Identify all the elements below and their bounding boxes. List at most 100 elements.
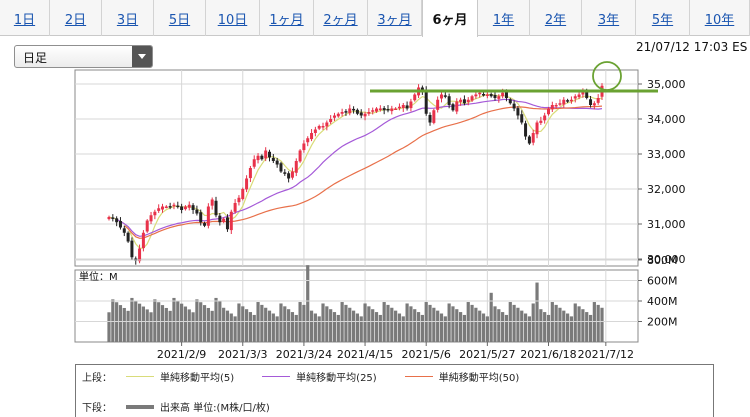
- interval-select[interactable]: 日足: [14, 45, 153, 68]
- candle-body: [168, 206, 172, 208]
- volume-bar: [394, 310, 398, 342]
- volume-bar: [118, 305, 123, 342]
- volume-bar: [436, 310, 440, 342]
- volume-bar: [145, 309, 149, 342]
- volume-bar: [554, 304, 558, 342]
- candle-body: [569, 99, 573, 102]
- x-tick-label: 2021/4/15: [337, 348, 393, 361]
- volume-tick-label: 200M: [647, 316, 678, 329]
- candle-body: [546, 108, 550, 115]
- tab-13[interactable]: 5年: [636, 0, 690, 36]
- volume-bar: [294, 314, 298, 342]
- volume-bar: [424, 302, 428, 342]
- candle-body: [248, 168, 252, 179]
- candle-body: [401, 105, 405, 109]
- chevron-down-icon[interactable]: [132, 46, 152, 67]
- candle-body: [432, 110, 436, 123]
- candle-body: [306, 138, 310, 143]
- tab-5[interactable]: 10日: [206, 0, 260, 36]
- tab-2[interactable]: 2日: [50, 0, 102, 36]
- price-tick-label: 35,000: [647, 78, 686, 91]
- volume-bar: [298, 302, 302, 342]
- candle-body: [554, 105, 558, 107]
- candle-body: [111, 217, 115, 219]
- volume-bar: [543, 312, 547, 342]
- candle-body: [512, 103, 516, 109]
- candle-body: [271, 157, 275, 161]
- volume-bar: [130, 297, 134, 342]
- volume-bar: [229, 313, 233, 342]
- volume-bar: [157, 302, 161, 342]
- interval-select-value: 日足: [23, 51, 48, 65]
- volume-bar: [592, 302, 596, 342]
- volume-bar: [355, 313, 360, 342]
- volume-bar: [267, 310, 272, 342]
- tab-6[interactable]: 1ヶ月: [260, 0, 314, 36]
- candle-body: [397, 106, 401, 109]
- candle-body: [485, 94, 489, 96]
- volume-bar: [122, 307, 126, 342]
- volume-bar: [237, 303, 241, 342]
- candle-body: [466, 99, 470, 102]
- volume-bar: [474, 307, 478, 342]
- candle-body: [386, 108, 390, 111]
- volume-panel: 800M 600M 400M 200M 単位：M: [74, 254, 678, 343]
- candle-body: [543, 115, 547, 121]
- volume-bar: [558, 307, 562, 342]
- candle-body: [482, 94, 486, 96]
- legend-lower-row: 下段： 出来高 単位:(M株/口/枚): [82, 399, 284, 414]
- tab-8[interactable]: 3ヶ月: [368, 0, 422, 36]
- volume-bar: [562, 310, 566, 342]
- x-tick-label: 2021/5/27: [459, 348, 515, 361]
- volume-bar: [596, 304, 600, 342]
- volume-bar: [397, 313, 402, 342]
- volume-bar: [577, 306, 581, 342]
- candle-body: [589, 99, 593, 105]
- candle-body: [459, 99, 463, 102]
- volume-bar: [244, 309, 249, 342]
- tab-10[interactable]: 1年: [478, 0, 530, 36]
- volume-bar: [523, 313, 528, 342]
- legend-ma25-swatch: [262, 376, 291, 377]
- volume-bar: [485, 316, 489, 342]
- volume-bar: [455, 309, 459, 342]
- volume-bar: [241, 306, 245, 342]
- candle-body: [138, 248, 142, 262]
- volume-bar: [371, 309, 375, 342]
- legend-ma50-label: 単純移動平均(50): [438, 373, 520, 384]
- volume-tick-label: 600M: [647, 275, 678, 288]
- volume-bar: [313, 313, 317, 342]
- volume-bar: [520, 310, 524, 342]
- highlight-circle: [592, 61, 622, 91]
- volume-bar: [478, 310, 482, 342]
- candle-body: [550, 105, 554, 110]
- candle-body: [531, 133, 535, 143]
- candle-body: [562, 99, 566, 105]
- volume-bar: [539, 309, 543, 342]
- candle-body: [310, 133, 314, 140]
- tab-4[interactable]: 5日: [154, 0, 206, 36]
- volume-bar: [248, 312, 253, 342]
- tab-11[interactable]: 2年: [530, 0, 582, 36]
- candle-body: [260, 155, 264, 160]
- candle-body: [558, 103, 562, 105]
- candle-body: [203, 223, 207, 226]
- volume-bar: [466, 302, 470, 342]
- tab-9[interactable]: 6ヶ月: [422, 0, 478, 37]
- tab-12[interactable]: 3年: [582, 0, 636, 36]
- candle-body: [287, 173, 291, 179]
- candle-body: [359, 112, 363, 116]
- volume-bar: [359, 316, 363, 342]
- volume-bar: [573, 303, 577, 342]
- tab-3[interactable]: 3日: [102, 0, 154, 36]
- legend-volume-label: 出来高 単位:(M株/口/枚): [160, 403, 270, 414]
- candle-body: [443, 95, 447, 97]
- tab-1[interactable]: 1日: [0, 0, 50, 36]
- volume-bar: [195, 299, 199, 342]
- tab-7[interactable]: 2ヶ月: [314, 0, 368, 36]
- tab-14[interactable]: 10年: [690, 0, 750, 36]
- volume-bar: [302, 304, 306, 342]
- candle-body: [470, 96, 474, 101]
- volume-bar: [225, 310, 230, 342]
- volume-bar: [180, 303, 184, 342]
